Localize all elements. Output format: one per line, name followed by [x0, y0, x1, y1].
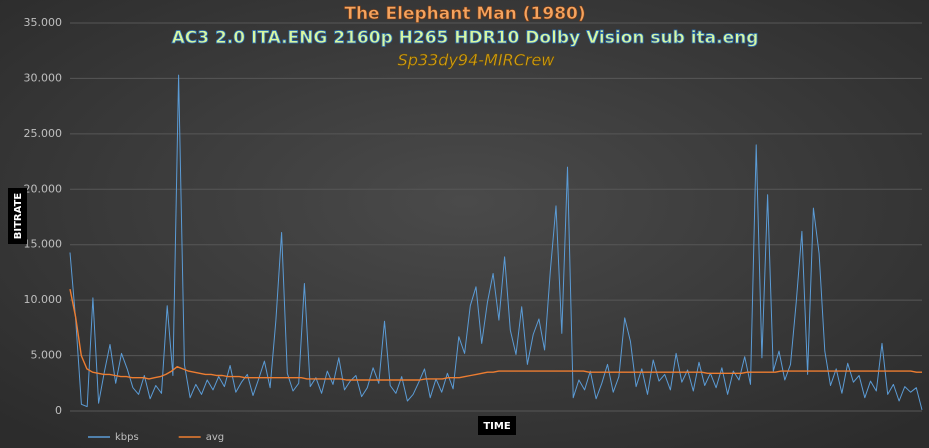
y-tick-label: 25.000 — [24, 127, 63, 140]
legend-label: kbps — [115, 432, 139, 443]
x-label-box — [478, 416, 516, 435]
legend-label: avg — [206, 432, 224, 443]
y-tick-label: 10.000 — [24, 293, 63, 306]
chart-subtitle: AC3 2.0 ITA.ENG 2160p H265 HDR10 Dolby V… — [172, 28, 759, 48]
plot-area — [69, 74, 923, 411]
y-label-box — [8, 188, 27, 244]
y-tick-label: 0 — [55, 404, 62, 417]
series-line — [69, 74, 923, 411]
y-axis-label: BITRATE — [13, 193, 24, 240]
y-tick-label: 35.000 — [24, 16, 63, 29]
x-axis-label: TIME — [483, 421, 510, 432]
legend: kbps avg — [88, 432, 224, 443]
chart-title: The Elephant Man (1980) — [344, 4, 585, 24]
y-tick-label: 5.000 — [31, 349, 63, 362]
series-line — [69, 288, 922, 381]
y-tick-label: 15.000 — [24, 238, 63, 251]
credit: Sp33dy94-MIRCrew — [398, 51, 556, 70]
y-tick-label: 30.000 — [24, 71, 63, 84]
y-tick-label: 20.000 — [24, 182, 63, 195]
